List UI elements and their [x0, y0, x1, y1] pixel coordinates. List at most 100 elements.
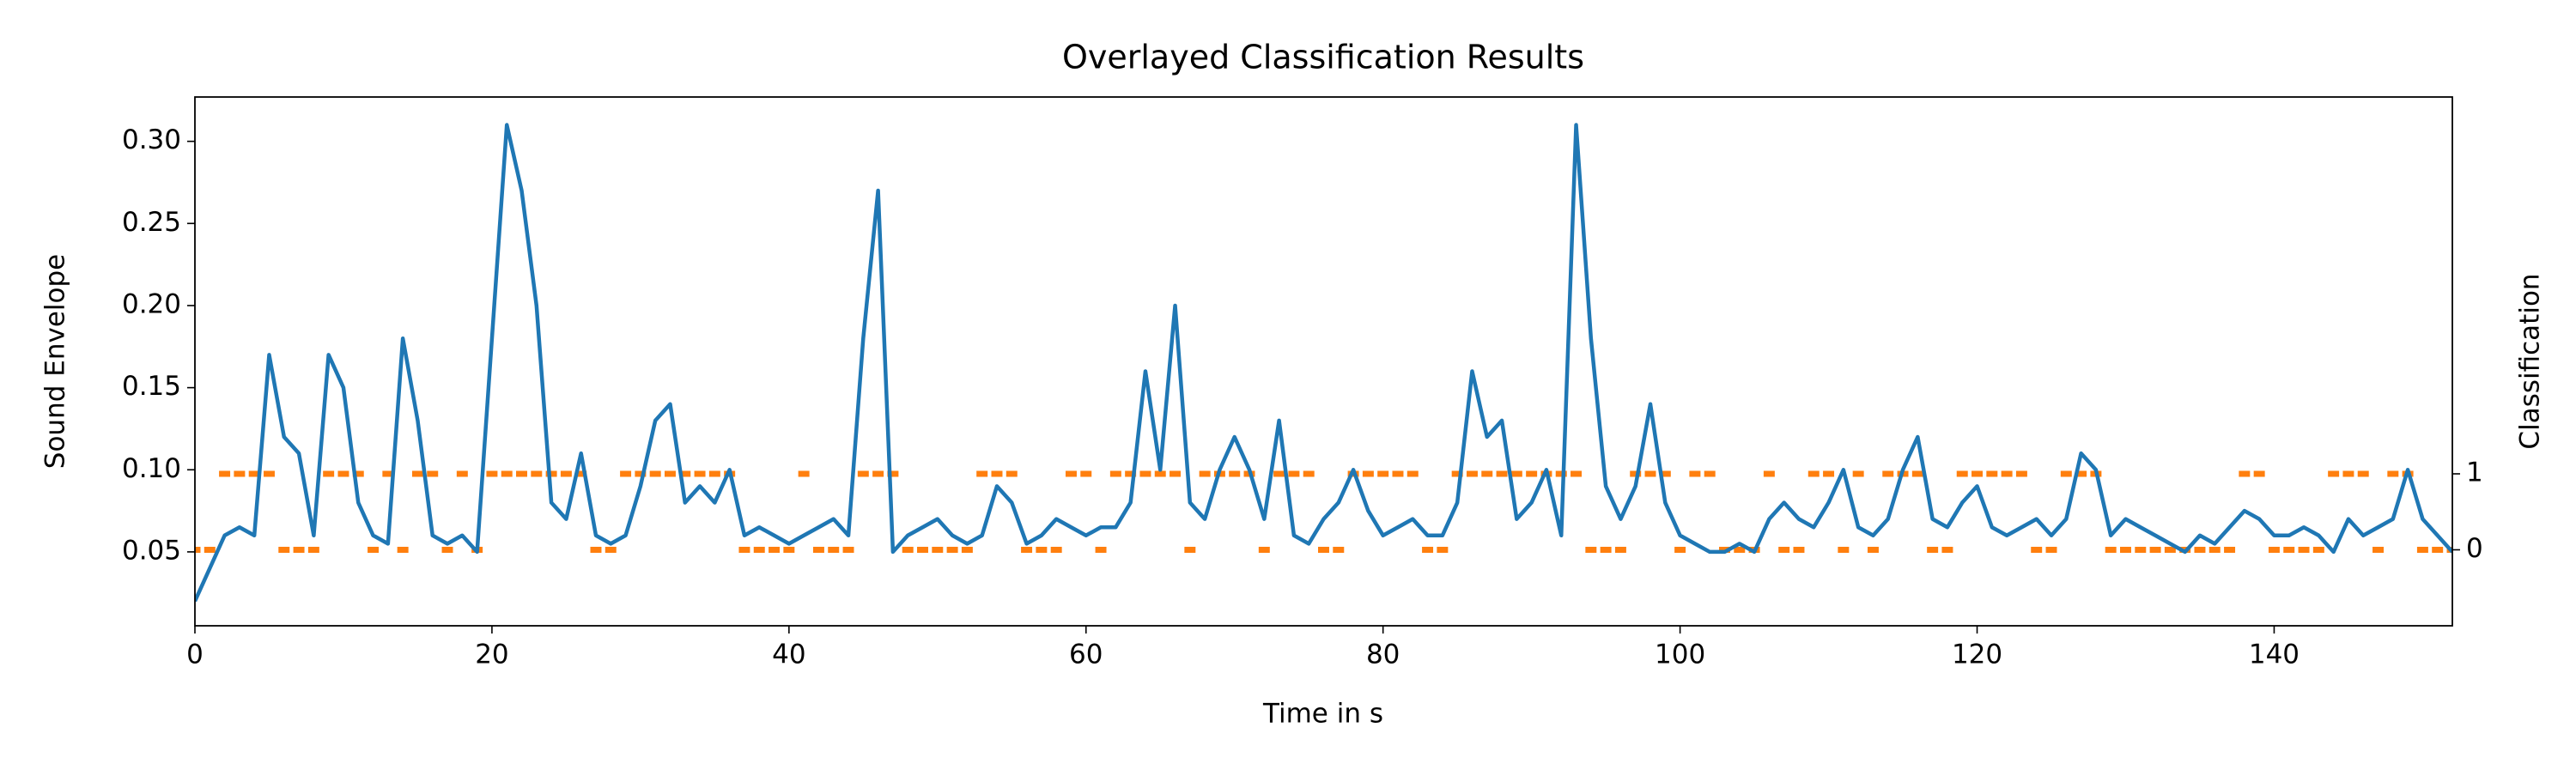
- classification-point: [1125, 470, 1137, 477]
- classification-point: [753, 546, 765, 553]
- classification-point: [2105, 546, 2117, 553]
- classification-point: [1451, 470, 1463, 477]
- classification-point: [501, 470, 513, 477]
- classification-point: [1614, 546, 1626, 553]
- x-tick-label: 40: [772, 640, 805, 670]
- classification-point: [2120, 546, 2131, 553]
- classification-point: [1109, 470, 1121, 477]
- classification-point: [1734, 546, 1746, 553]
- classification-point: [1882, 470, 1894, 477]
- classification-point: [1362, 470, 1374, 477]
- classification-point: [649, 470, 661, 477]
- classification-point: [2253, 470, 2265, 477]
- classification-point: [263, 470, 275, 477]
- classification-point: [204, 546, 216, 553]
- classification-point: [1630, 470, 1642, 477]
- classification-point: [783, 546, 795, 553]
- classification-point: [1526, 470, 1538, 477]
- classification-point: [1377, 470, 1389, 477]
- classification-point: [545, 470, 557, 477]
- classification-point: [382, 470, 394, 477]
- classification-point: [486, 470, 498, 477]
- classification-point: [708, 470, 720, 477]
- classification-point: [1793, 546, 1805, 553]
- classification-point: [293, 546, 305, 553]
- classification-point: [2045, 546, 2057, 553]
- x-tick-label: 100: [1655, 640, 1705, 670]
- classification-point: [1258, 546, 1270, 553]
- y-tick-label: 0.25: [122, 207, 181, 238]
- y-tick-label: 0.10: [122, 453, 181, 484]
- classification-point: [1481, 470, 1493, 477]
- y-tick-label: 0.20: [122, 288, 181, 319]
- classification-point: [352, 470, 364, 477]
- classification-point: [961, 546, 973, 553]
- classification-point: [2001, 470, 2013, 477]
- y2-tick-label: 1: [2466, 457, 2483, 488]
- classification-point: [664, 470, 676, 477]
- classification-point: [368, 546, 380, 553]
- classification-point: [2342, 470, 2354, 477]
- classification-point: [2387, 470, 2399, 477]
- classification-point: [828, 546, 840, 553]
- classification-point: [946, 546, 958, 553]
- x-tick-label: 60: [1069, 640, 1103, 670]
- classification-point: [1585, 546, 1597, 553]
- classification-point: [456, 470, 468, 477]
- classification-point: [620, 470, 632, 477]
- classification-point: [635, 470, 647, 477]
- classification-point: [976, 470, 988, 477]
- classification-point: [1986, 470, 1998, 477]
- classification-point: [1095, 546, 1107, 553]
- classification-point: [1510, 470, 1522, 477]
- classification-point: [1021, 546, 1033, 553]
- classification-point: [2312, 546, 2324, 553]
- classification-point: [1674, 546, 1686, 553]
- classification-point: [842, 546, 854, 553]
- classification-point: [1288, 470, 1300, 477]
- classification-point: [2357, 470, 2369, 477]
- classification-point: [560, 470, 572, 477]
- classification-point: [769, 546, 781, 553]
- classification-point: [1170, 470, 1182, 477]
- classification-point: [1689, 470, 1701, 477]
- classification-point: [1941, 546, 1953, 553]
- y-tick-label: 0.05: [122, 535, 181, 566]
- classification-point: [1496, 470, 1508, 477]
- classification-point: [1956, 470, 1968, 477]
- classification-point: [1838, 546, 1850, 553]
- classification-point: [427, 470, 439, 477]
- classification-point: [2432, 546, 2444, 553]
- x-tick-label: 80: [1366, 640, 1400, 670]
- classification-point: [2075, 470, 2087, 477]
- classification-point: [1600, 546, 1612, 553]
- classification-point: [278, 546, 290, 553]
- classification-point: [798, 470, 810, 477]
- classification-point: [887, 470, 899, 477]
- classification-point: [917, 546, 928, 553]
- classification-point: [1927, 546, 1939, 553]
- classification-point: [1807, 470, 1820, 477]
- y2-tick-label: 0: [2466, 533, 2483, 564]
- classification-point: [397, 546, 409, 553]
- classification-point: [1154, 470, 1166, 477]
- classification-point: [2239, 470, 2251, 477]
- classification-point: [307, 546, 319, 553]
- classification-point: [1659, 470, 1671, 477]
- classification-point: [1704, 470, 1716, 477]
- classification-point: [195, 546, 201, 553]
- chart-title: Overlayed Classification Results: [1062, 39, 1584, 76]
- classification-point: [2060, 470, 2072, 477]
- classification-point: [1571, 470, 1583, 477]
- classification-point: [1823, 470, 1835, 477]
- classification-point: [1971, 470, 1984, 477]
- classification-point: [1184, 546, 1196, 553]
- plot-frame: [194, 96, 2453, 627]
- classification-point: [1036, 546, 1048, 553]
- classification-point: [2328, 470, 2340, 477]
- classification-point: [857, 470, 869, 477]
- classification-point: [1437, 546, 1449, 553]
- classification-point: [411, 470, 423, 477]
